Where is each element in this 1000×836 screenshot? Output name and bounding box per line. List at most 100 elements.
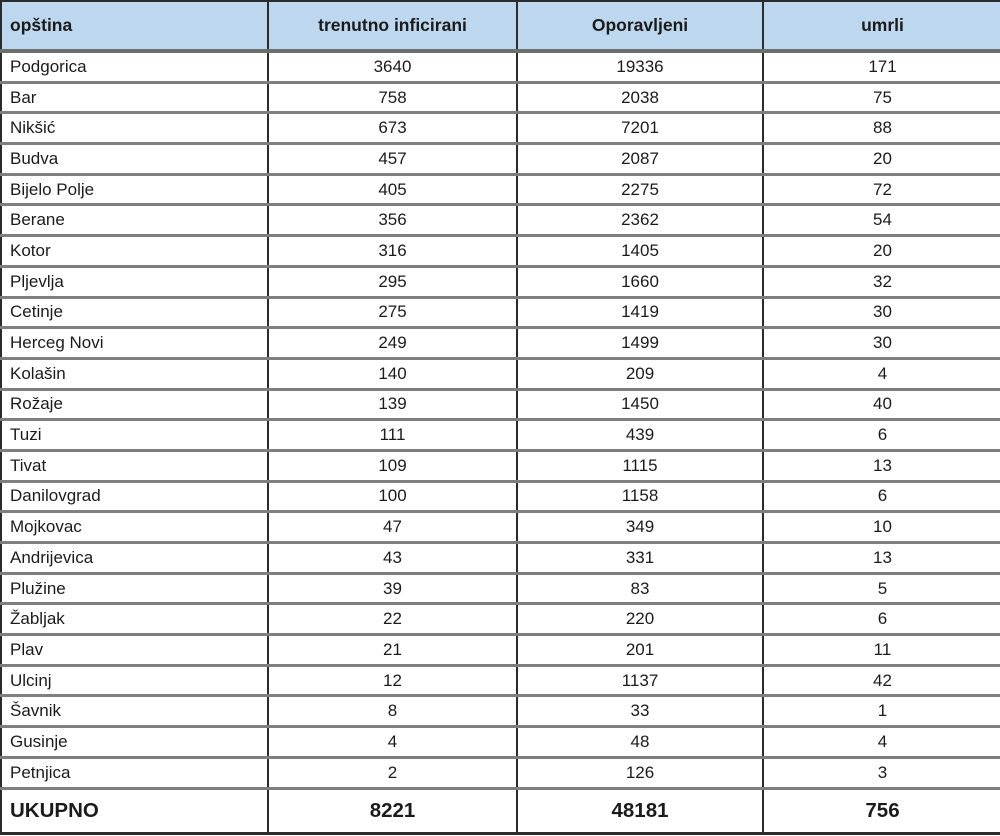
municipality-cell: Rožaje [0, 389, 268, 422]
deaths-cell: 88 [762, 112, 1000, 146]
recovered-cell: 2087 [516, 143, 763, 176]
table-row: Mojkovac 47 349 10 [0, 511, 1000, 544]
recovered-cell: 2038 [516, 82, 763, 115]
header-deaths: umrli [762, 1, 1000, 53]
recovered-cell: 33 [516, 695, 763, 729]
municipality-cell: Ulcinj [0, 665, 268, 698]
recovered-cell: 126 [516, 757, 763, 790]
recovered-cell: 1137 [516, 665, 763, 698]
currently-infected-cell: 457 [267, 143, 517, 176]
table-row: Plužine 39 83 5 [0, 573, 1000, 606]
table-row: Tuzi 111 439 6 [0, 419, 1000, 452]
municipality-cell: Kotor [0, 235, 268, 268]
deaths-cell: 5 [762, 573, 1000, 606]
currently-infected-cell: 111 [267, 419, 517, 452]
table-row: Cetinje 275 1419 30 [0, 297, 1000, 330]
deaths-cell: 6 [762, 603, 1000, 637]
recovered-cell: 48 [516, 726, 763, 759]
deaths-cell: 11 [762, 634, 1000, 667]
currently-infected-cell: 3640 [267, 51, 517, 84]
currently-infected-cell: 39 [267, 573, 517, 606]
deaths-cell: 171 [762, 51, 1000, 84]
table-row: Pljevlja 295 1660 32 [0, 266, 1000, 299]
municipality-cell: Cetinje [0, 297, 268, 330]
deaths-cell: 10 [762, 511, 1000, 544]
table-body: Podgorica 3640 19336 171 Bar 758 2038 75 Nikšić 6… [0, 51, 1000, 790]
recovered-cell: 209 [516, 358, 763, 391]
currently-infected-cell: 100 [267, 481, 517, 514]
municipality-cell: Nikšić [0, 112, 268, 146]
recovered-cell: 439 [516, 419, 763, 452]
currently-infected-cell: 275 [267, 297, 517, 330]
deaths-cell: 20 [762, 235, 1000, 268]
currently-infected-cell: 295 [267, 266, 517, 299]
deaths-cell: 32 [762, 266, 1000, 299]
municipality-cell: Bijelo Polje [0, 174, 268, 207]
currently-infected-cell: 140 [267, 358, 517, 391]
deaths-cell: 3 [762, 757, 1000, 790]
deaths-cell: 4 [762, 726, 1000, 759]
header-currently-infected: trenutno inficirani [267, 1, 517, 53]
deaths-cell: 4 [762, 358, 1000, 391]
deaths-cell: 20 [762, 143, 1000, 176]
recovered-cell: 2275 [516, 174, 763, 207]
table-row: Petnjica 2 126 3 [0, 757, 1000, 790]
table-row: Kotor 316 1405 20 [0, 235, 1000, 268]
municipality-cell: Šavnik [0, 695, 268, 729]
municipality-cell: Plav [0, 634, 268, 667]
municipality-cell: Herceg Novi [0, 327, 268, 360]
table-row: Bijelo Polje 405 2275 72 [0, 174, 1000, 207]
municipality-cell: Bar [0, 82, 268, 115]
table-row: Žabljak 22 220 6 [0, 603, 1000, 637]
table-row: Andrijevica 43 331 13 [0, 542, 1000, 575]
table-row: Podgorica 3640 19336 171 [0, 51, 1000, 84]
municipality-cell: Mojkovac [0, 511, 268, 544]
currently-infected-cell: 47 [267, 511, 517, 544]
municipality-cell: Pljevlja [0, 266, 268, 299]
municipality-cell: Berane [0, 204, 268, 238]
deaths-cell: 6 [762, 419, 1000, 452]
deaths-cell: 30 [762, 327, 1000, 360]
municipality-cell: Danilovgrad [0, 481, 268, 514]
deaths-cell: 30 [762, 297, 1000, 330]
header-row: opština trenutno inficirani Oporavljeni … [0, 1, 1000, 53]
recovered-cell: 349 [516, 511, 763, 544]
table-header: opština trenutno inficirani Oporavljeni … [0, 1, 1000, 53]
total-deaths: 756 [762, 786, 1000, 835]
municipality-cell: Gusinje [0, 726, 268, 759]
currently-infected-cell: 405 [267, 174, 517, 207]
recovered-cell: 1419 [516, 297, 763, 330]
municipality-cell: Kolašin [0, 358, 268, 391]
municipality-cell: Žabljak [0, 603, 268, 637]
municipality-cell: Tivat [0, 450, 268, 483]
table-row: Plav 21 201 11 [0, 634, 1000, 667]
municipality-cell: Andrijevica [0, 542, 268, 575]
municipality-cell: Podgorica [0, 51, 268, 84]
deaths-cell: 1 [762, 695, 1000, 729]
currently-infected-cell: 139 [267, 389, 517, 422]
currently-infected-cell: 22 [267, 603, 517, 637]
municipality-cell: Plužine [0, 573, 268, 606]
deaths-cell: 72 [762, 174, 1000, 207]
currently-infected-cell: 673 [267, 112, 517, 146]
total-label: UKUPNO [0, 786, 268, 835]
currently-infected-cell: 4 [267, 726, 517, 759]
table-row: Kolašin 140 209 4 [0, 358, 1000, 391]
table-row: Šavnik 8 33 1 [0, 695, 1000, 729]
header-opstina: opština [0, 1, 268, 53]
currently-infected-cell: 316 [267, 235, 517, 268]
table-row: Budva 457 2087 20 [0, 143, 1000, 176]
recovered-cell: 2362 [516, 204, 763, 238]
recovered-cell: 83 [516, 573, 763, 606]
table-row: Berane 356 2362 54 [0, 204, 1000, 238]
total-row: UKUPNO 8221 48181 756 [0, 786, 1000, 835]
total-currently-infected: 8221 [267, 786, 517, 835]
recovered-cell: 1405 [516, 235, 763, 268]
deaths-cell: 13 [762, 542, 1000, 575]
currently-infected-cell: 8 [267, 695, 517, 729]
recovered-cell: 19336 [516, 51, 763, 84]
table-row: Ulcinj 12 1137 42 [0, 665, 1000, 698]
municipality-cell: Budva [0, 143, 268, 176]
